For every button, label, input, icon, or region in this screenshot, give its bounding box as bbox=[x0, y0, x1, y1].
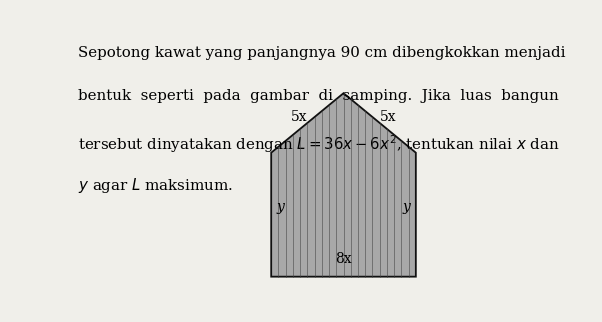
Polygon shape bbox=[272, 93, 416, 277]
Text: 5x: 5x bbox=[291, 110, 307, 124]
Text: 5x: 5x bbox=[380, 110, 396, 124]
Text: Sepotong kawat yang panjangnya 90 cm dibengkokkan menjadi: Sepotong kawat yang panjangnya 90 cm dib… bbox=[78, 46, 565, 60]
Text: $y$ agar $L$ maksimum.: $y$ agar $L$ maksimum. bbox=[78, 176, 232, 195]
Text: bentuk  seperti  pada  gambar  di  samping.  Jika  luas  bangun: bentuk seperti pada gambar di samping. J… bbox=[78, 90, 558, 103]
Text: 8x: 8x bbox=[335, 252, 352, 266]
Text: y: y bbox=[277, 200, 285, 214]
Text: y: y bbox=[402, 200, 410, 214]
Text: tersebut dinyatakan dengan $L = 36x - 6x^2$, tentukan nilai $x$ dan: tersebut dinyatakan dengan $L = 36x - 6x… bbox=[78, 133, 559, 155]
